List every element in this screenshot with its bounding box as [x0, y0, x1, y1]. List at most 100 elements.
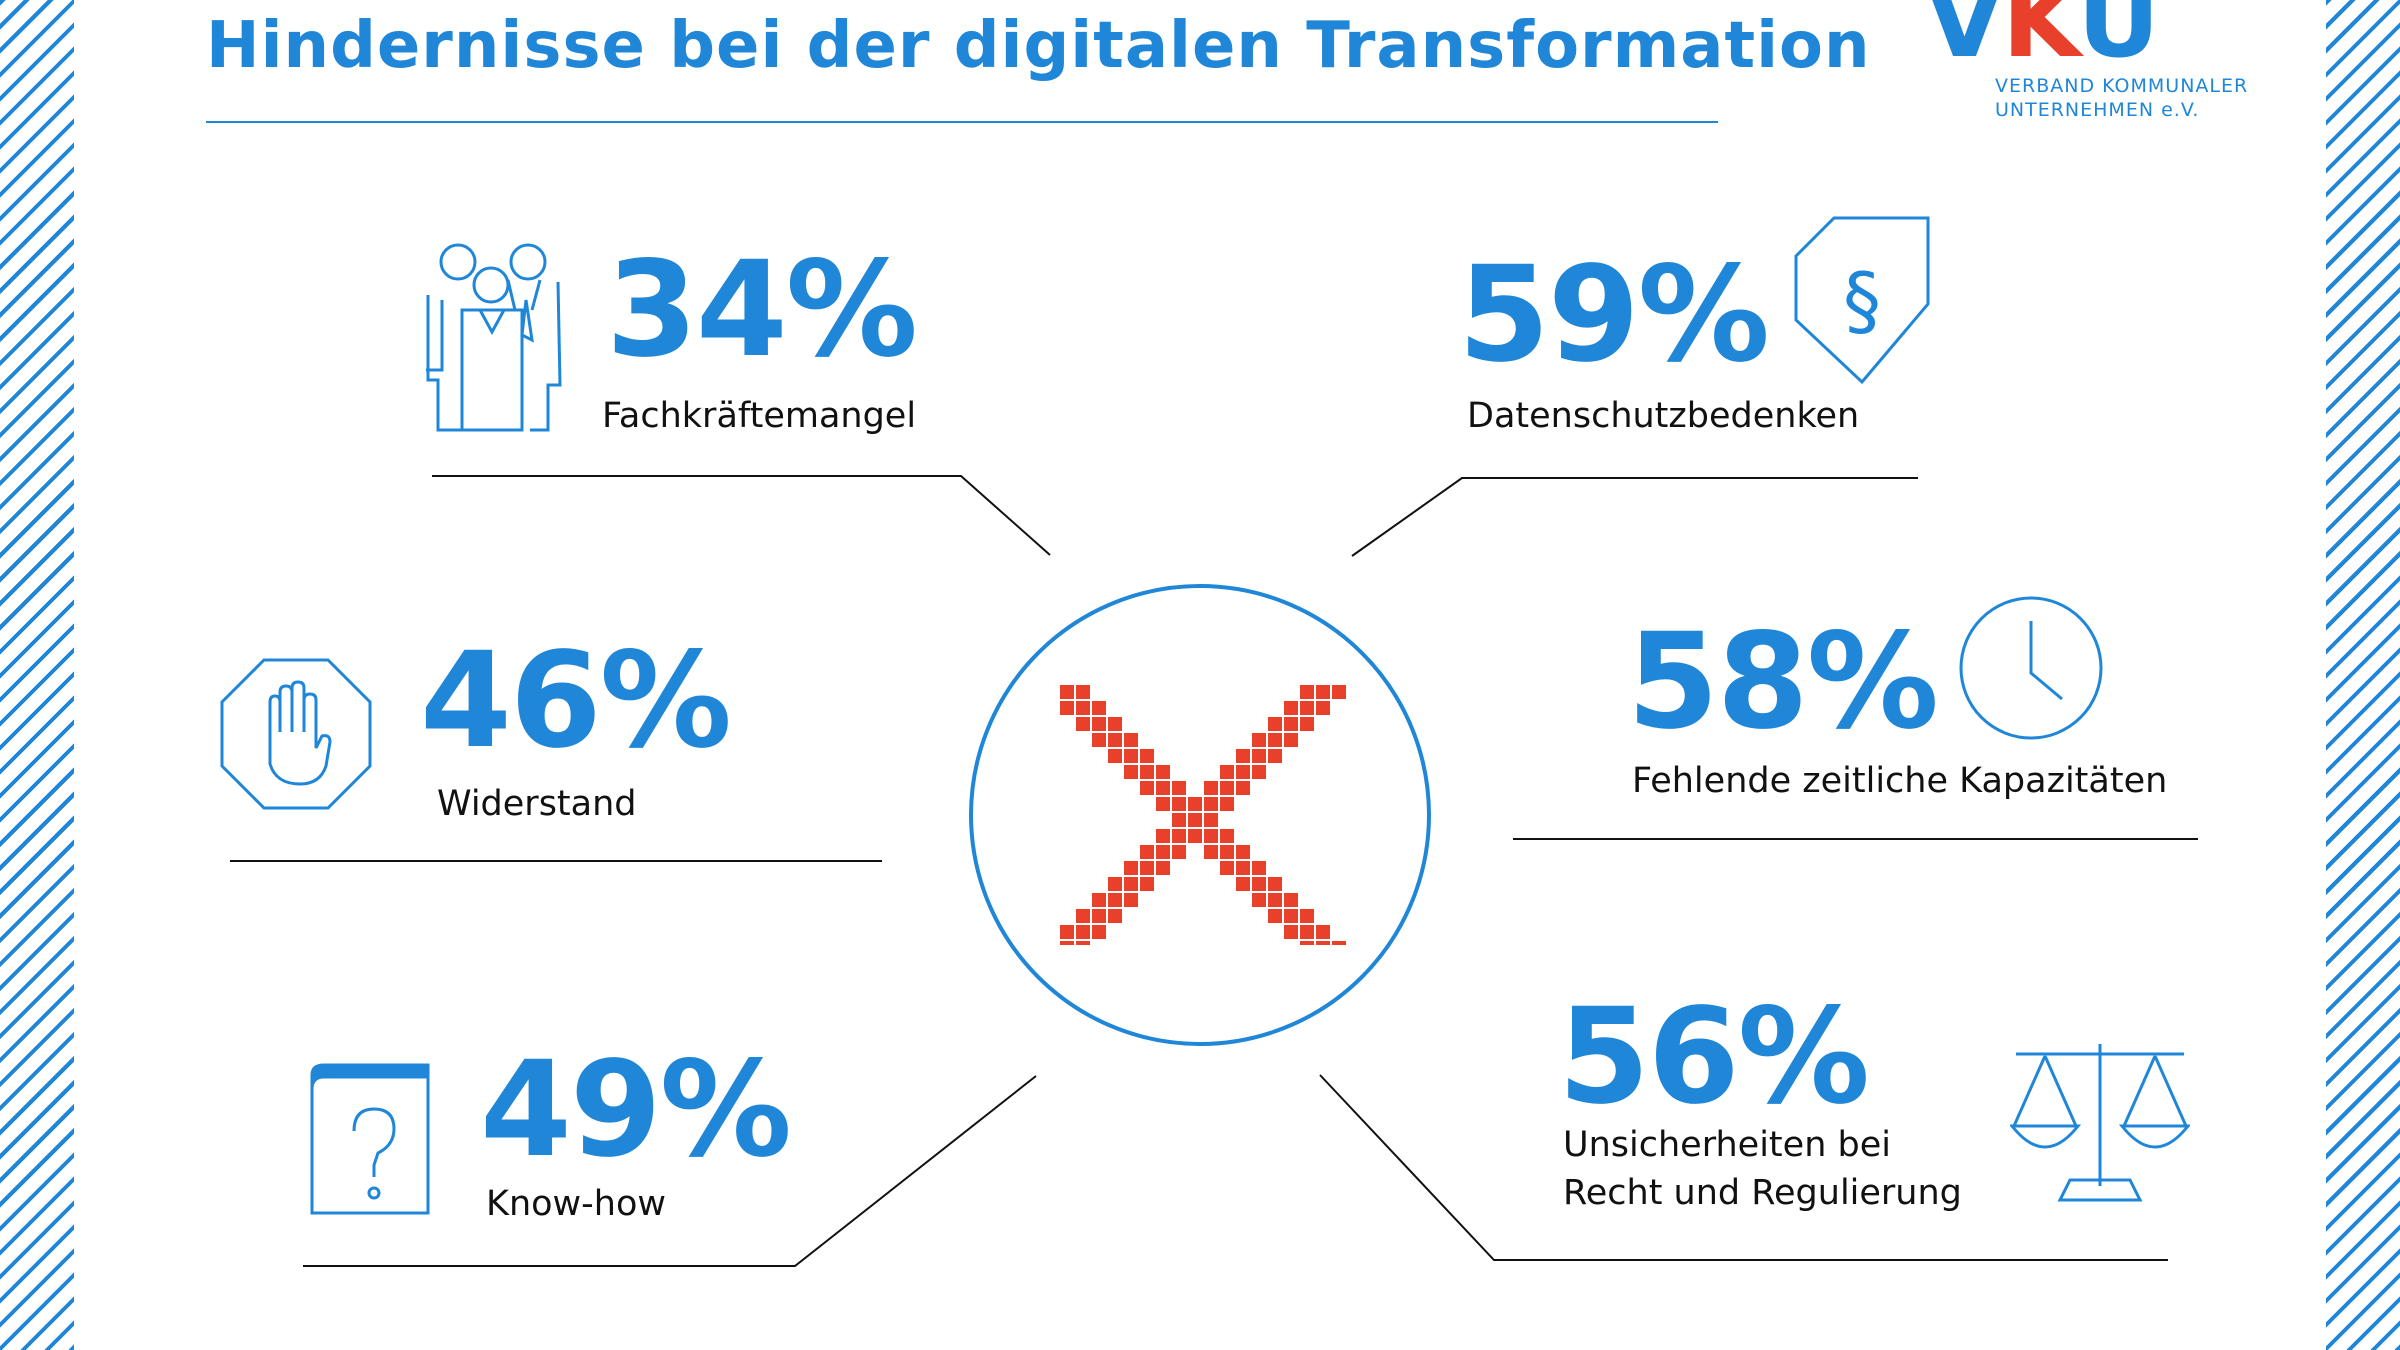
red-x-pixel — [1156, 861, 1170, 875]
red-x-pixel — [1156, 781, 1170, 795]
red-x-pixel — [1156, 797, 1170, 811]
svg-text:§: § — [1843, 256, 1881, 345]
red-x-pixel — [1092, 701, 1106, 715]
red-x-pixel — [1268, 717, 1282, 731]
red-x-pixel — [1156, 845, 1170, 859]
red-x-pixel — [1236, 861, 1250, 875]
red-x-pixel — [1204, 845, 1218, 859]
red-x-pixel — [1268, 749, 1282, 763]
red-x-pixel — [1124, 861, 1138, 875]
red-x-pixel — [1124, 733, 1138, 747]
red-x-icon — [1060, 685, 1346, 945]
red-x-pixel — [1092, 925, 1106, 939]
red-x-pixel — [1284, 909, 1298, 923]
title-divider — [206, 121, 1718, 123]
red-x-pixel — [1060, 701, 1074, 715]
red-x-pixel — [1268, 733, 1282, 747]
stat-value-fachkraefte: 34% — [606, 233, 918, 387]
red-x-pixel — [1220, 829, 1234, 843]
red-x-pixel — [1236, 749, 1250, 763]
stat-label-kapazitaeten: Fehlende zeitliche Kapazitäten — [1632, 761, 2168, 801]
shield-paragraph-icon: § — [1794, 216, 1930, 385]
red-x-pixel — [1108, 749, 1122, 763]
red-x-pixel — [1300, 701, 1314, 715]
right-stripe-border — [2326, 0, 2400, 1350]
red-x-pixel — [1108, 877, 1122, 891]
left-stripe-border — [0, 0, 74, 1350]
red-x-pixel — [1252, 861, 1266, 875]
people-group-icon — [426, 243, 562, 432]
red-x-pixel — [1332, 941, 1346, 945]
stat-label-knowhow: Know-how — [486, 1184, 667, 1224]
red-x-pixel — [1268, 893, 1282, 907]
red-x-pixel — [1140, 861, 1154, 875]
stat-label-fachkraefte: Fachkräftemangel — [602, 396, 917, 436]
red-x-pixel — [1300, 685, 1314, 699]
clock-icon — [1959, 596, 2103, 740]
red-x-pixel — [1300, 717, 1314, 731]
red-x-pixel — [1284, 733, 1298, 747]
stat-value-widerstand: 46% — [420, 624, 732, 778]
red-x-pixel — [1124, 877, 1138, 891]
red-x-pixel — [1092, 733, 1106, 747]
red-x-pixel — [1140, 845, 1154, 859]
red-x-pixel — [1092, 893, 1106, 907]
red-x-pixel — [1252, 749, 1266, 763]
red-x-pixel — [1076, 685, 1090, 699]
red-x-pixel — [1220, 765, 1234, 779]
red-x-pixel — [1252, 877, 1266, 891]
red-x-pixel — [1188, 797, 1202, 811]
red-x-pixel — [1076, 909, 1090, 923]
connector-recht — [1319, 1074, 2168, 1261]
red-x-pixel — [1284, 893, 1298, 907]
red-x-pixel — [1060, 925, 1074, 939]
red-x-pixel — [1172, 845, 1186, 859]
red-x-pixel — [1140, 781, 1154, 795]
red-x-pixel — [1316, 925, 1330, 939]
red-x-pixel — [1092, 717, 1106, 731]
red-x-pixel — [1316, 941, 1330, 945]
red-x-pixel — [1140, 877, 1154, 891]
red-x-pixel — [1220, 797, 1234, 811]
red-x-pixel — [1076, 941, 1090, 945]
red-x-pixel — [1076, 701, 1090, 715]
red-x-pixel — [1252, 733, 1266, 747]
red-x-pixel — [1060, 941, 1074, 945]
red-x-pixel — [1236, 845, 1250, 859]
logo-subtitle: VERBAND KOMMUNALER UNTERNEHMEN e.V. — [1995, 75, 2249, 121]
red-x-pixel — [1076, 717, 1090, 731]
red-x-pixel — [1236, 781, 1250, 795]
red-x-pixel — [1188, 813, 1202, 827]
red-x-pixel — [1108, 909, 1122, 923]
red-x-pixel — [1284, 925, 1298, 939]
connector-fachkraefte — [432, 475, 1051, 556]
red-x-pixel — [1284, 701, 1298, 715]
stat-value-datenschutz: 59% — [1458, 238, 1770, 392]
page-title: Hindernisse bei der digitalen Transforma… — [206, 9, 1871, 83]
red-x-pixel — [1252, 765, 1266, 779]
red-x-pixel — [1060, 685, 1074, 699]
red-x-pixel — [1076, 925, 1090, 939]
red-x-pixel — [1156, 765, 1170, 779]
stat-value-knowhow: 49% — [480, 1033, 792, 1187]
stat-label-recht: Unsicherheiten bei Recht und Regulierung — [1563, 1121, 1962, 1217]
red-x-pixel — [1188, 829, 1202, 843]
stat-label-datenschutz: Datenschutzbedenken — [1467, 396, 1860, 436]
stop-hand-icon — [220, 658, 372, 810]
red-x-pixel — [1220, 781, 1234, 795]
red-x-pixel — [1300, 941, 1314, 945]
stat-label-recht-line2: Recht und Regulierung — [1563, 1173, 1962, 1213]
red-x-pixel — [1172, 829, 1186, 843]
red-x-pixel — [1204, 797, 1218, 811]
red-x-pixel — [1204, 829, 1218, 843]
logo-mark: VKU — [1925, 0, 2160, 81]
stat-value-recht: 56% — [1558, 980, 1870, 1134]
red-x-pixel — [1252, 893, 1266, 907]
red-x-pixel — [1236, 877, 1250, 891]
red-x-pixel — [1108, 893, 1122, 907]
red-x-pixel — [1124, 893, 1138, 907]
red-x-pixel — [1300, 909, 1314, 923]
red-x-pixel — [1204, 781, 1218, 795]
stat-label-widerstand: Widerstand — [437, 784, 637, 824]
